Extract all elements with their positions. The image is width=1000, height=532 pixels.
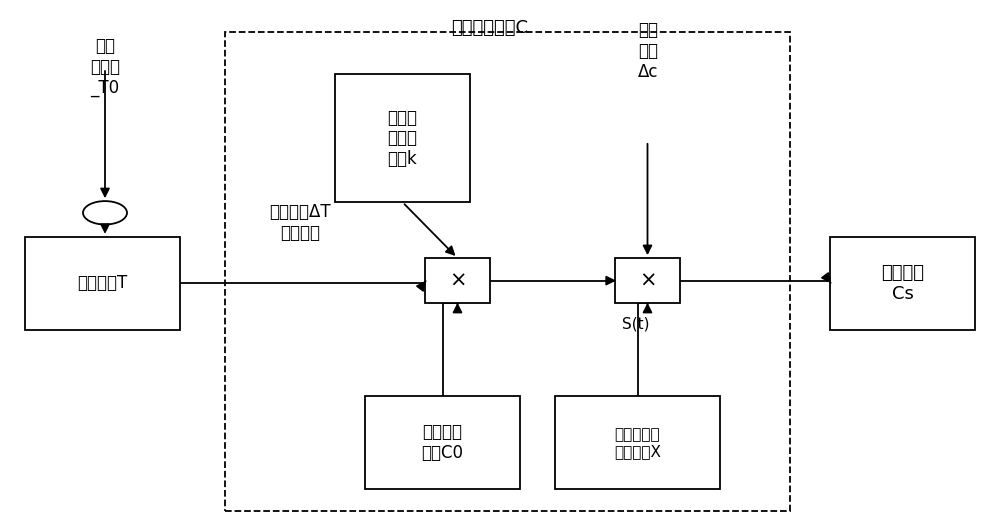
Text: ×: × <box>449 271 466 290</box>
FancyBboxPatch shape <box>830 237 975 330</box>
FancyBboxPatch shape <box>425 258 490 303</box>
Text: 温度差值ΔT
向上取整: 温度差值ΔT 向上取整 <box>269 203 331 242</box>
Text: ×: × <box>639 271 656 290</box>
Text: 可分辨加热
时间个数X: 可分辨加热 时间个数X <box>614 427 661 459</box>
FancyBboxPatch shape <box>25 237 180 330</box>
FancyBboxPatch shape <box>615 258 680 303</box>
FancyBboxPatch shape <box>555 396 720 489</box>
FancyBboxPatch shape <box>365 396 520 489</box>
Text: 加热时间
Cs: 加热时间 Cs <box>881 264 924 303</box>
Text: 预置
温度值
_T0: 预置 温度值 _T0 <box>90 37 120 97</box>
Text: 加热
步长
Δc: 加热 步长 Δc <box>638 21 658 81</box>
Text: 实际控温周期C: 实际控温周期C <box>452 19 528 37</box>
Text: 当前温度T: 当前温度T <box>77 275 128 292</box>
Text: 控温周
期调整
比例k: 控温周 期调整 比例k <box>388 109 418 168</box>
Text: 初始控温
周期C0: 初始控温 周期C0 <box>422 423 464 462</box>
FancyBboxPatch shape <box>335 74 470 202</box>
Text: S(t): S(t) <box>622 317 650 331</box>
